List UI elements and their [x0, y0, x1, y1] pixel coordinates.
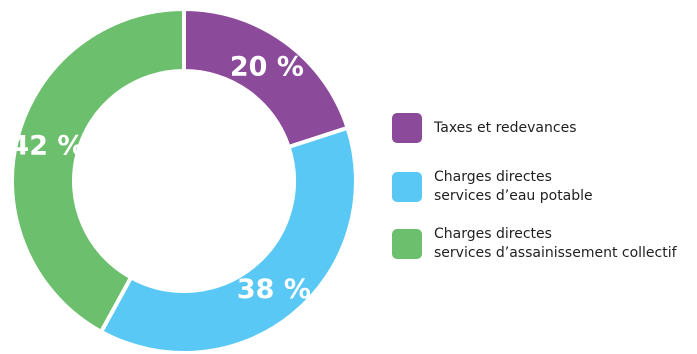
slice-assainissement: [10, 7, 186, 334]
legend-label-eau-potable-line-2: services d’eau potable: [434, 188, 593, 204]
label-assainissement: 42 %: [10, 130, 84, 161]
legend-label-assainissement: Charges directes services d’assainisseme…: [434, 225, 677, 263]
legend-label-taxes-line-1: Taxes et redevances: [434, 119, 577, 136]
legend-label-eau-potable-line-1: Charges directes: [434, 169, 552, 185]
label-taxes: 20 %: [230, 51, 304, 82]
slice-eau-potable: [99, 125, 358, 354]
legend-item-taxes: Taxes et redevances: [392, 113, 576, 143]
legend-swatch-assainissement: [392, 229, 422, 259]
legend-item-eau-potable: Charges directes services d’eau potable: [392, 168, 593, 206]
legend-label-eau-potable: Charges directes services d’eau potable: [434, 168, 593, 206]
donut-slices: [10, 7, 358, 354]
legend-label-taxes: Taxes et redevances: [434, 119, 576, 138]
legend-label-assainissement-line-1: Charges directes: [434, 226, 552, 242]
legend-label-assainissement-line-2: services d’assainissement collectif: [434, 245, 677, 261]
legend-item-assainissement: Charges directes services d’assainisseme…: [392, 225, 677, 263]
label-eau-potable: 38 %: [237, 274, 311, 305]
donut-labels: 20 % 38 % 42 %: [10, 51, 310, 305]
legend-swatch-eau-potable: [392, 172, 422, 202]
legend-swatch-taxes: [392, 113, 422, 143]
